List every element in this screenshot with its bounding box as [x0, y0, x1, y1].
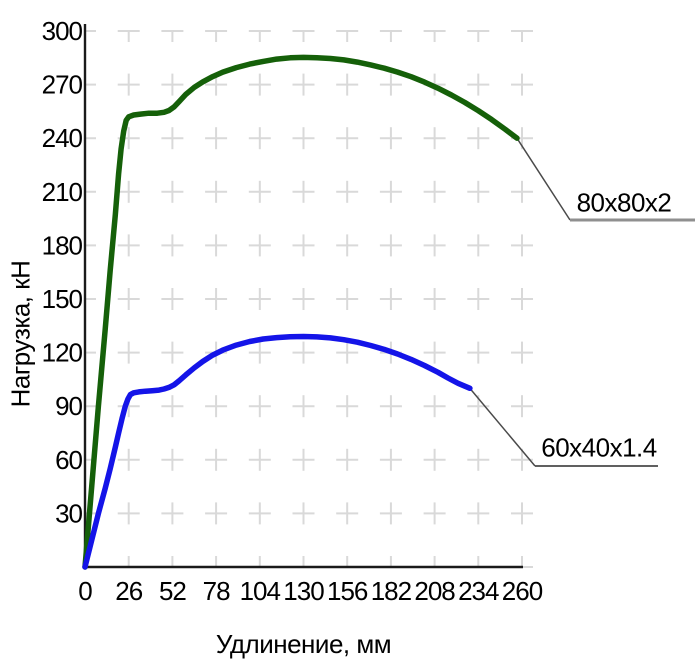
- x-tick-label: 52: [159, 576, 186, 606]
- y-tick-label: 150: [42, 284, 83, 314]
- x-tick-label: 156: [327, 576, 368, 606]
- y-tick-label: 240: [42, 123, 83, 153]
- x-tick-label: 234: [458, 576, 499, 606]
- x-tick-label: 0: [78, 576, 92, 606]
- series-line-80x80x2: [82, 54, 520, 570]
- series-label-80x80x2: 80x80x2: [576, 187, 672, 218]
- y-tick-label: 120: [42, 338, 83, 368]
- x-axis-title: Удлинение, мм: [215, 629, 392, 659]
- y-tick-label: 300: [42, 16, 83, 46]
- y-tick-label: 60: [55, 445, 82, 475]
- x-tick-label: 78: [203, 576, 230, 606]
- x-tick-label: 182: [371, 576, 412, 606]
- series-label-60x40x1.4: 60x40x1.4: [541, 432, 657, 463]
- y-tick-label: 210: [42, 177, 83, 207]
- series-line-60x40x1.4: [82, 333, 473, 570]
- x-tick-label: 104: [240, 576, 281, 606]
- y-tick-label: 30: [55, 498, 82, 528]
- y-tick-label: 180: [42, 230, 83, 260]
- y-axis-title: Нагрузка, кН: [5, 260, 36, 408]
- x-tick-label: 260: [502, 576, 543, 606]
- leader-diagonal: [516, 137, 571, 221]
- x-tick-label: 130: [283, 576, 324, 606]
- x-tick-label: 26: [115, 576, 142, 606]
- leader-diagonal: [469, 387, 536, 467]
- y-tick-label: 90: [55, 391, 82, 421]
- x-tick-label: 208: [414, 576, 455, 606]
- y-tick-label: 270: [42, 70, 83, 100]
